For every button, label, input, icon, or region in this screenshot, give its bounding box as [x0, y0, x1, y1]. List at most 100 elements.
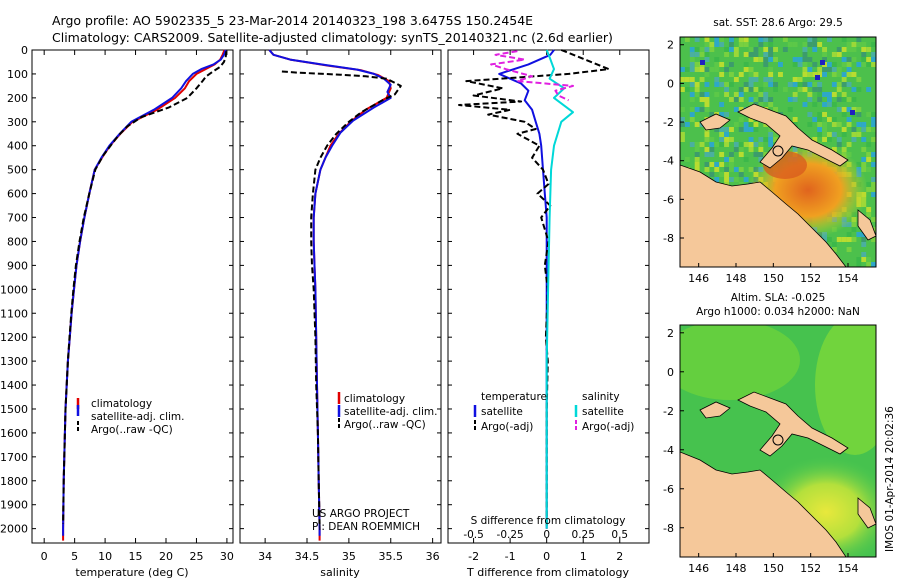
sst-cell: [817, 117, 823, 122]
sst-cell: [812, 137, 818, 142]
sst-cell: [817, 132, 823, 137]
sst-cell: [714, 57, 720, 62]
sst-cell: [851, 57, 857, 62]
sst-cell: [836, 142, 842, 147]
sst-cell: [807, 72, 813, 77]
sst-cell: [729, 127, 734, 132]
sst-cell: [689, 77, 695, 82]
sla-map-title-line1: Altim. SLA: -0.025: [731, 292, 826, 304]
sst-cell: [782, 37, 788, 42]
top-tick-label: 0: [543, 529, 550, 541]
sst-cell: [689, 82, 695, 87]
sst-cell: [861, 62, 867, 67]
salinity-panel: 34 34.5 35 35.5 36 salinity climatology sate…: [239, 49, 442, 579]
x-tick-label: -2: [468, 550, 479, 563]
series-line-satellite-adj-clim-: [268, 49, 392, 536]
sst-cell: [729, 62, 734, 67]
sst-cell: [704, 107, 710, 112]
sst-cell: [733, 147, 739, 152]
sst-cell: [748, 117, 754, 122]
legend-argo-label: Argo(..raw -QC): [91, 424, 173, 436]
sst-cell: [871, 52, 876, 57]
sst-cell: [871, 217, 876, 222]
sst-cell: [709, 172, 715, 177]
sst-cell: [729, 42, 734, 47]
sst-cell: [714, 77, 720, 82]
sst-cell: [719, 127, 725, 132]
sst-cell: [748, 47, 754, 52]
sst-cell: [797, 82, 803, 87]
sst-cell: [807, 92, 813, 97]
series-line-climatology: [62, 49, 226, 541]
sst-island-land: [857, 209, 876, 241]
sst-cell: [714, 177, 720, 182]
sst-cell: [709, 112, 715, 117]
sst-cell: [719, 137, 725, 142]
sst-cell: [724, 137, 729, 142]
sst-cell: [758, 87, 764, 92]
sst-cell: [680, 67, 685, 72]
sst-cell: [807, 37, 813, 42]
sst-cell: [846, 57, 852, 62]
sst-cell: [694, 167, 700, 172]
sst-cell: [733, 47, 739, 52]
sst-cell: [719, 172, 725, 177]
sst-cell: [743, 37, 749, 42]
sst-cell: [763, 82, 769, 87]
sst-cell: [797, 87, 803, 92]
sst-cell: [729, 157, 734, 162]
sst-cold-cell: [850, 110, 855, 115]
sst-cell: [792, 122, 798, 127]
sst-cell: [680, 137, 685, 142]
sst-cell: [861, 167, 867, 172]
map-y-tick-label: -6: [663, 193, 674, 206]
sst-cell: [817, 42, 823, 47]
sst-cell: [738, 142, 744, 147]
sst-cell: [763, 137, 769, 142]
sst-cell: [827, 137, 832, 142]
sst-cell: [841, 237, 847, 242]
sst-cell: [831, 132, 837, 137]
sst-cell: [729, 37, 734, 42]
sst-cell: [773, 137, 778, 142]
sst-cell: [778, 62, 783, 67]
sst-cell: [817, 87, 823, 92]
sst-cell: [733, 142, 739, 147]
sst-new-guinea-land: [680, 164, 847, 267]
sst-cell: [866, 112, 872, 117]
sst-cell: [871, 152, 876, 157]
sst-cell: [768, 67, 774, 72]
sst-cell: [866, 157, 872, 162]
sst-cell: [763, 57, 769, 62]
sst-cell: [694, 142, 700, 147]
sst-cell: [714, 42, 720, 47]
sst-cell: [694, 82, 700, 87]
sst-cell: [831, 82, 837, 87]
sst-cell: [792, 42, 798, 47]
sst-cell: [758, 37, 764, 42]
sst-cell: [763, 92, 769, 97]
sst-cell: [733, 77, 739, 82]
sst-cell: [704, 42, 710, 47]
temperature-panel: 0100200300400500600700800900100011001200…: [0, 44, 234, 579]
sst-cell: [704, 57, 710, 62]
difference-top-xlabel: S difference from climatology: [471, 515, 626, 527]
sst-cell: [792, 57, 798, 62]
sst-cell: [758, 142, 764, 147]
sst-cell: [768, 42, 774, 47]
sst-cell: [714, 162, 720, 167]
sst-cell: [871, 262, 876, 267]
legend-climatology-label: climatology: [91, 398, 152, 410]
sst-cell: [704, 82, 710, 87]
sst-cell: [758, 137, 764, 142]
sst-cell: [743, 177, 749, 182]
sst-cell: [836, 137, 842, 142]
sst-cell: [856, 107, 862, 112]
sst-cell: [812, 87, 818, 92]
sst-cell: [748, 97, 754, 102]
y-tick-label: 200: [7, 92, 28, 105]
sst-cell: [724, 172, 729, 177]
sst-cell: [724, 52, 729, 57]
sst-cell: [748, 87, 754, 92]
legend-satellite-label: satellite-adj. clim.: [91, 411, 184, 423]
